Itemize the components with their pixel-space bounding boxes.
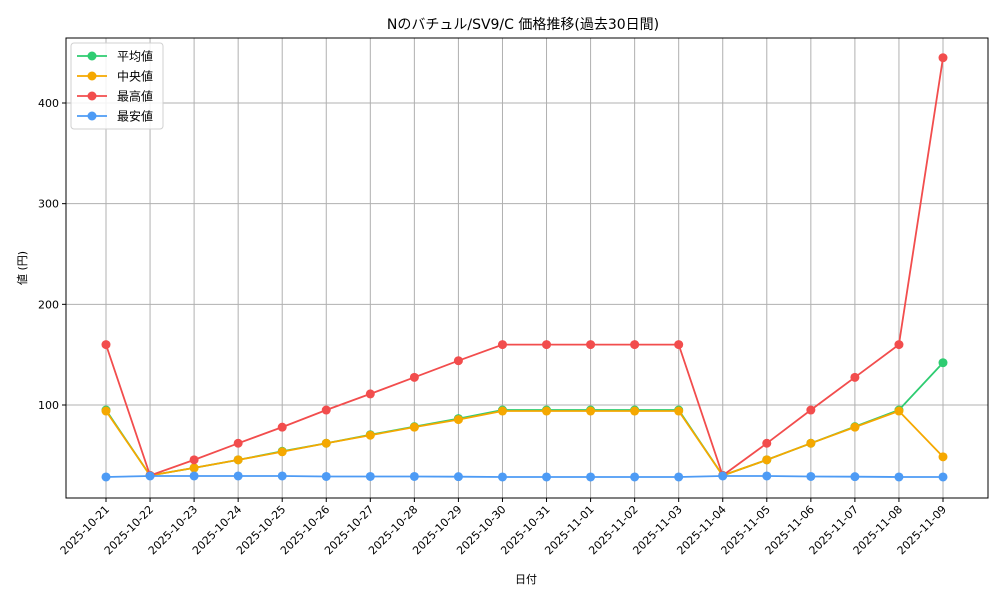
data-point xyxy=(630,472,640,482)
plot-area-frame xyxy=(65,37,989,499)
data-point xyxy=(409,372,419,382)
data-point xyxy=(586,340,596,350)
x-axis-ticks: 2025-10-212025-10-222025-10-232025-10-24… xyxy=(58,498,949,557)
legend-marker-icon xyxy=(87,51,97,61)
chart-title: Nのバチュル/SV9/C 価格推移(過去30日間) xyxy=(387,17,659,33)
series-line xyxy=(105,475,943,478)
data-point xyxy=(497,472,507,482)
data-point xyxy=(365,471,375,481)
data-point xyxy=(894,340,904,350)
y-tick-label: 100 xyxy=(38,399,59,412)
data-point xyxy=(189,471,199,481)
data-point xyxy=(145,471,155,481)
data-point xyxy=(277,422,287,432)
data-point xyxy=(674,406,684,416)
data-point xyxy=(409,471,419,481)
data-point xyxy=(894,406,904,416)
grid-lines xyxy=(66,38,988,498)
y-axis-label: 値 (円) xyxy=(16,251,29,285)
data-point xyxy=(321,471,331,481)
data-point xyxy=(189,463,199,473)
data-point xyxy=(938,53,948,63)
data-point xyxy=(277,471,287,481)
data-point xyxy=(497,340,507,350)
data-point xyxy=(850,472,860,482)
series-line xyxy=(105,362,944,477)
data-point xyxy=(630,340,640,350)
data-point xyxy=(630,406,640,416)
data-point xyxy=(409,422,419,432)
legend-marker-icon xyxy=(87,91,97,101)
data-point xyxy=(101,472,111,482)
data-point xyxy=(321,438,331,448)
y-tick-label: 200 xyxy=(38,298,59,311)
data-point xyxy=(806,438,816,448)
y-tick-label: 400 xyxy=(38,97,59,110)
data-point xyxy=(497,406,507,416)
data-point xyxy=(674,472,684,482)
series-line xyxy=(105,57,944,477)
data-point xyxy=(189,455,199,465)
data-point xyxy=(542,340,552,350)
data-point xyxy=(542,472,552,482)
data-point xyxy=(233,438,243,448)
data-point xyxy=(101,340,111,350)
data-point xyxy=(938,358,948,368)
data-point xyxy=(453,415,463,425)
x-axis-label: 日付 xyxy=(515,573,537,586)
data-point xyxy=(365,389,375,399)
legend-marker-icon xyxy=(87,71,97,81)
data-point xyxy=(277,447,287,457)
data-point xyxy=(938,452,948,462)
data-point xyxy=(586,472,596,482)
data-point xyxy=(674,340,684,350)
data-point xyxy=(762,471,772,481)
legend-label: 最安値 xyxy=(117,109,153,124)
data-point xyxy=(586,406,596,416)
data-point xyxy=(233,455,243,465)
data-point xyxy=(938,472,948,482)
data-point xyxy=(542,406,552,416)
legend-box xyxy=(70,42,164,130)
data-point xyxy=(850,422,860,432)
series-line xyxy=(105,409,944,477)
data-point xyxy=(806,405,816,415)
data-point xyxy=(850,372,860,382)
y-axis-ticks: 100 200 300 400 xyxy=(38,97,66,412)
legend-label: 最高値 xyxy=(117,89,153,104)
data-point xyxy=(101,406,111,416)
data-point xyxy=(321,405,331,415)
data-point xyxy=(762,455,772,465)
legend-marker-icon xyxy=(87,111,97,121)
data-point xyxy=(233,471,243,481)
y-tick-label: 300 xyxy=(38,198,59,211)
data-point xyxy=(453,356,463,366)
data-point xyxy=(894,472,904,482)
data-point xyxy=(806,471,816,481)
data-point xyxy=(453,472,463,482)
data-point xyxy=(762,438,772,448)
legend-label: 平均値 xyxy=(117,49,153,64)
data-point xyxy=(718,471,728,481)
series-lines xyxy=(101,53,948,482)
data-point xyxy=(365,430,375,440)
legend-label: 中央値 xyxy=(117,69,153,84)
